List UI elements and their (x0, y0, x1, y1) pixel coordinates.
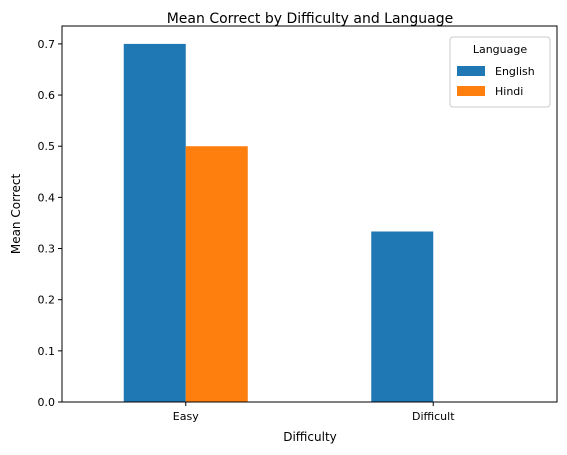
y-tick-label: 0.7 (38, 38, 56, 51)
plot-frame (61, 25, 558, 403)
y-tick-label: 0.6 (38, 89, 56, 102)
legend-label-hindi: Hindi (495, 85, 523, 98)
legend-title: Language (473, 43, 528, 56)
x-axis-ticks: Easy Difficult (173, 402, 455, 423)
y-axis-label: Mean Correct (9, 174, 23, 255)
chart-title: Mean Correct by Difficulty and Language (167, 11, 454, 27)
bar-hindi-easy (185, 146, 248, 402)
bars-group (123, 43, 434, 403)
y-tick-label: 0.0 (38, 396, 56, 409)
y-tick-label: 0.2 (38, 294, 56, 307)
legend: Language English Hindi (449, 36, 551, 108)
legend-label-english: English (495, 65, 535, 78)
legend-swatch-hindi (457, 86, 485, 96)
y-axis-ticks: 0.0 0.1 0.2 0.3 0.4 0.5 0.6 0.7 (38, 38, 62, 409)
y-tick-label: 0.3 (38, 243, 56, 256)
x-tick-label: Difficult (412, 410, 455, 423)
y-tick-label: 0.5 (38, 140, 56, 153)
legend-swatch-english (457, 66, 485, 76)
bar-english-easy (123, 43, 186, 403)
x-axis-label: Difficulty (283, 430, 337, 444)
legend-items: English Hindi (457, 65, 535, 98)
y-tick-label: 0.4 (38, 191, 56, 204)
bar-english-difficult (371, 231, 434, 402)
y-tick-label: 0.1 (38, 345, 56, 358)
x-tick-label: Easy (173, 410, 199, 423)
